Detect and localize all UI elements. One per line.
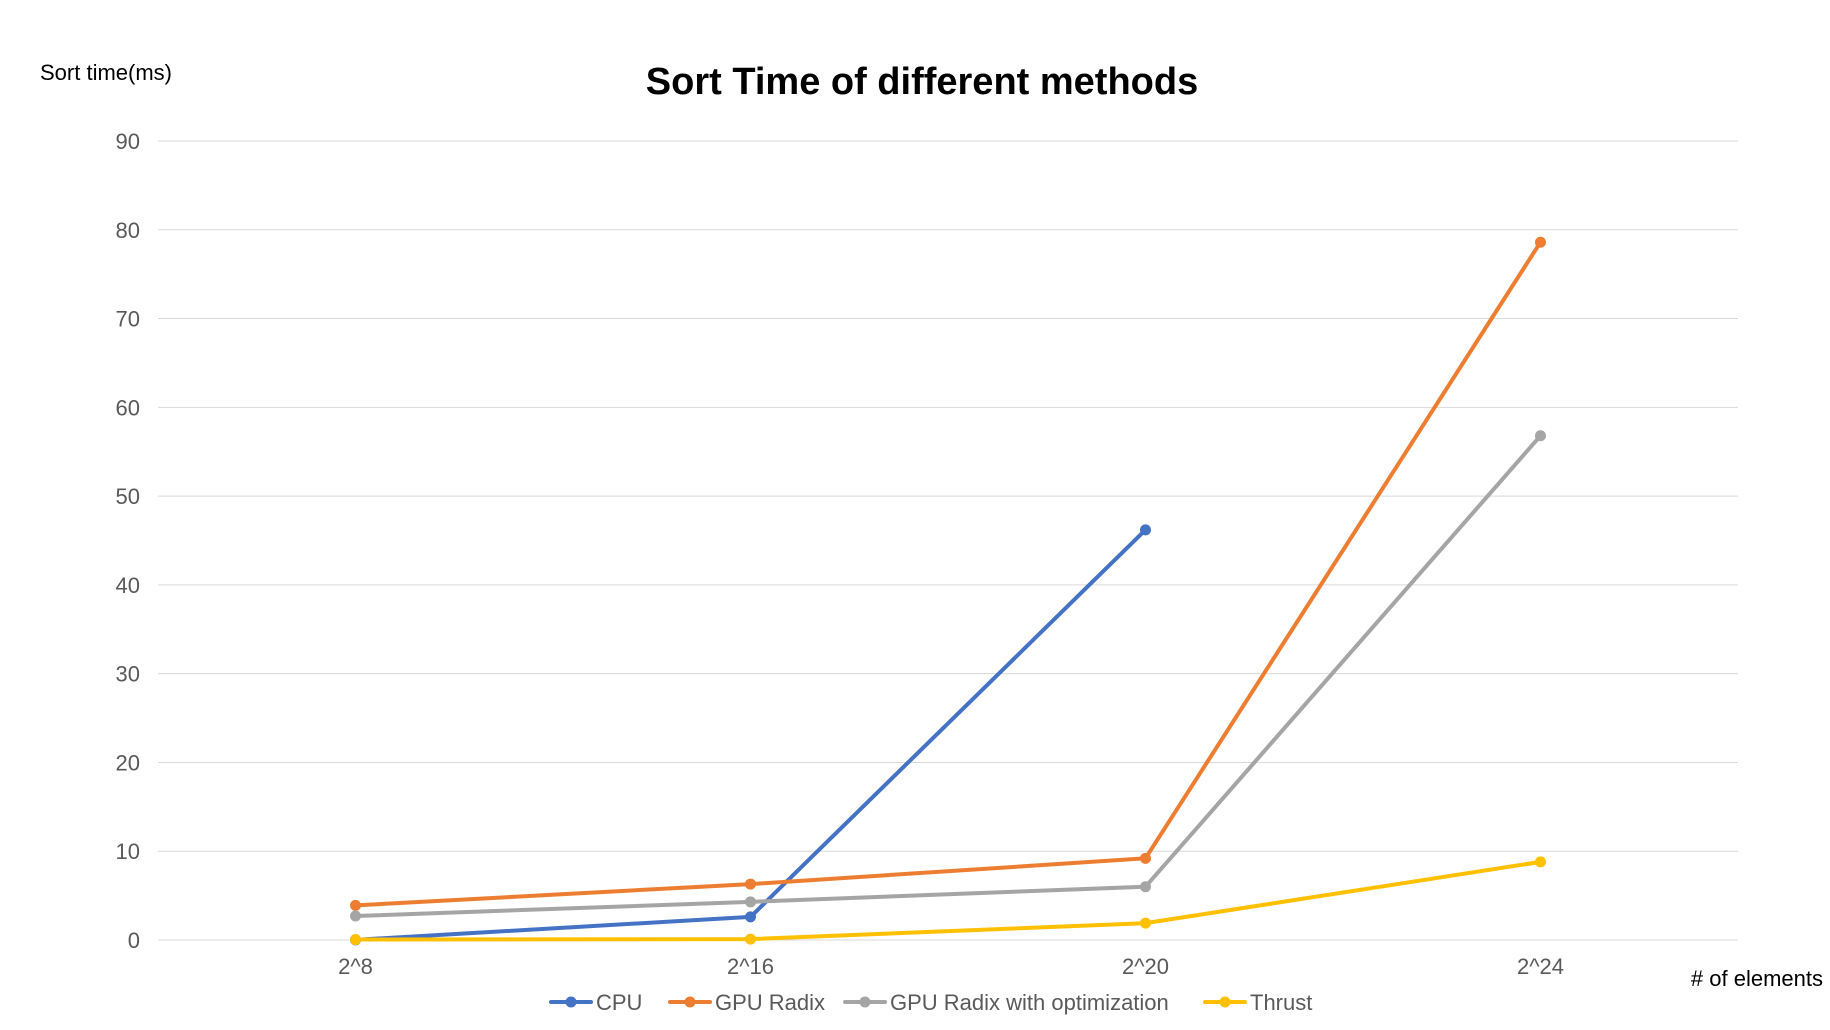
- data-point: [745, 911, 756, 923]
- data-point: [350, 910, 361, 922]
- y-tick-label: 70: [116, 307, 140, 332]
- legend-label: CPU: [596, 990, 642, 1015]
- y-tick-label: 0: [128, 928, 140, 953]
- gridlines: [158, 140, 1738, 941]
- data-point: [745, 933, 756, 945]
- series-line: [353, 433, 1543, 919]
- data-point: [1140, 881, 1151, 893]
- series-line: [353, 859, 1543, 942]
- y-tick-labels: 0 10 20 30 40 50 60 70 80 90: [116, 129, 140, 953]
- data-point: [1140, 852, 1151, 864]
- x-tick-labels: 2^8 2^16 2^20 2^24: [338, 954, 1564, 979]
- legend: CPU GPU Radix GPU Radix with optimization T…: [549, 990, 1312, 1015]
- legend-label: GPU Radix with optimization: [890, 990, 1169, 1015]
- legend-label: Thrust: [1250, 990, 1312, 1015]
- chart-title: Sort Time of different methods: [646, 61, 1198, 103]
- x-axis-label: # of elements: [1691, 966, 1823, 991]
- data-point: [1535, 430, 1546, 442]
- x-tick-label: 2^16: [727, 954, 774, 979]
- x-tick-label: 2^24: [1517, 954, 1564, 979]
- data-point: [1140, 524, 1151, 536]
- y-tick-label: 50: [116, 484, 140, 509]
- series-line: [353, 240, 1543, 908]
- series-line: [353, 527, 1148, 942]
- data-point: [1535, 856, 1546, 868]
- data-point: [1535, 236, 1546, 248]
- y-tick-label: 60: [116, 395, 140, 420]
- x-tick-label: 2^20: [1122, 954, 1169, 979]
- y-tick-label: 80: [116, 218, 140, 243]
- data-point: [1140, 917, 1151, 929]
- data-point: [350, 899, 361, 911]
- series-lines: [350, 236, 1546, 946]
- data-point: [745, 896, 756, 908]
- legend-marker: [565, 996, 577, 1008]
- y-axis-label: Sort time(ms): [40, 60, 172, 85]
- y-tick-label: 90: [116, 129, 140, 154]
- data-point: [350, 934, 361, 946]
- y-tick-label: 30: [116, 662, 140, 687]
- legend-marker: [684, 996, 696, 1008]
- legend-label: GPU Radix: [715, 990, 825, 1015]
- legend-marker: [1219, 996, 1231, 1008]
- x-tick-label: 2^8: [338, 954, 373, 979]
- y-tick-label: 20: [116, 750, 140, 775]
- data-point: [745, 878, 756, 890]
- y-tick-label: 40: [116, 573, 140, 598]
- legend-marker: [859, 996, 871, 1008]
- y-tick-label: 10: [116, 839, 140, 864]
